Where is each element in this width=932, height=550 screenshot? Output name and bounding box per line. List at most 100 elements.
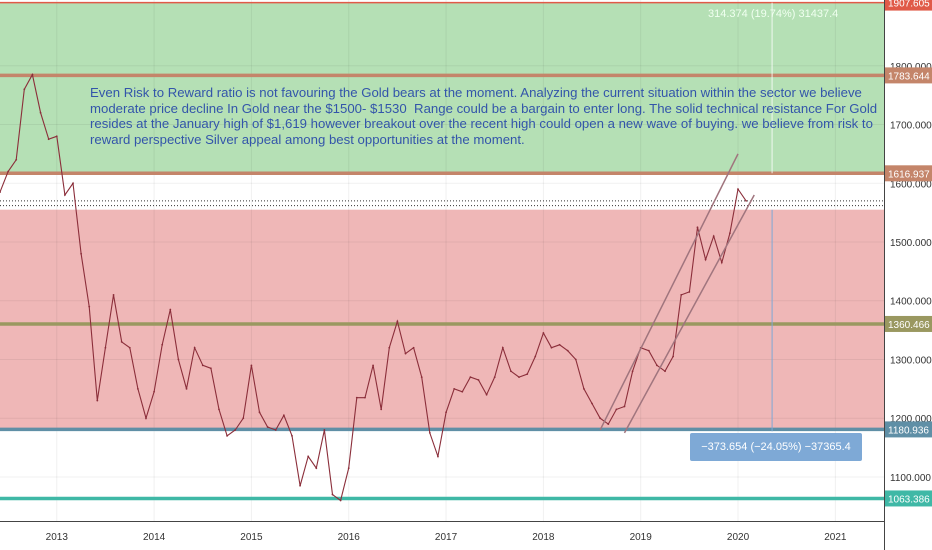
bottom-measure-label: −373.654 (−24.05%) −37365.4 bbox=[690, 433, 862, 461]
grid-layer bbox=[0, 0, 884, 521]
price-point bbox=[250, 364, 253, 367]
price-point bbox=[193, 346, 196, 349]
price-point bbox=[47, 138, 50, 141]
channel-line bbox=[623, 194, 755, 434]
price-point bbox=[591, 402, 593, 405]
channel-line bbox=[599, 153, 739, 431]
price-point bbox=[347, 467, 350, 470]
price-point bbox=[607, 423, 610, 425]
level-label-bg bbox=[885, 0, 932, 11]
x-tick-label: 2019 bbox=[630, 532, 653, 543]
price-point bbox=[688, 291, 691, 293]
y-tick-label: 1100.000 bbox=[890, 473, 931, 484]
level-label: 1616.937 bbox=[888, 169, 930, 180]
x-tick-label: 2018 bbox=[532, 532, 555, 543]
price-point bbox=[120, 340, 123, 343]
price-point bbox=[201, 364, 204, 367]
x-tick-label: 2021 bbox=[824, 532, 847, 543]
zone-reward bbox=[0, 2, 884, 174]
price-point bbox=[104, 346, 107, 349]
x-tick-label: 2013 bbox=[46, 532, 69, 543]
price-point bbox=[396, 320, 399, 323]
y-tick-label: 1200.000 bbox=[890, 414, 932, 425]
price-series-layer bbox=[0, 73, 748, 502]
level-label-bg bbox=[885, 490, 932, 507]
price-point bbox=[23, 88, 26, 91]
price-point bbox=[404, 352, 407, 355]
price-point bbox=[664, 370, 666, 373]
price-point bbox=[445, 411, 447, 414]
price-point bbox=[558, 343, 561, 346]
levels-layer bbox=[0, 1, 884, 501]
price-point bbox=[380, 408, 383, 411]
level-label: 1783.644 bbox=[888, 71, 930, 82]
price-point bbox=[218, 408, 220, 411]
level-label: 1180.936 bbox=[888, 425, 929, 436]
price-point bbox=[331, 493, 334, 496]
price-point bbox=[307, 455, 310, 458]
price-point bbox=[615, 408, 618, 411]
price-point bbox=[39, 111, 42, 114]
price-point bbox=[388, 346, 391, 349]
price-point bbox=[550, 346, 553, 349]
x-tick-label: 2020 bbox=[727, 532, 750, 543]
x-tick-label: 2016 bbox=[338, 532, 361, 543]
price-point bbox=[437, 455, 439, 458]
price-point bbox=[412, 346, 415, 349]
price-point bbox=[258, 411, 261, 414]
price-point bbox=[88, 305, 91, 308]
price-point bbox=[274, 429, 277, 431]
analysis-note: Even Risk to Reward ratio is not favouri… bbox=[90, 85, 881, 147]
price-point bbox=[242, 417, 245, 420]
price-point bbox=[266, 426, 269, 428]
price-point bbox=[745, 199, 748, 202]
price-point bbox=[226, 434, 228, 437]
price-point bbox=[291, 434, 293, 437]
price-point bbox=[185, 387, 188, 390]
zones-layer bbox=[0, 2, 884, 430]
price-point bbox=[153, 390, 155, 393]
level-label-bg bbox=[885, 165, 932, 182]
price-point bbox=[574, 358, 577, 361]
zone-risk bbox=[0, 209, 884, 430]
price-point bbox=[737, 188, 739, 191]
level-label: 1360.466 bbox=[888, 320, 930, 331]
price-point bbox=[720, 261, 723, 264]
price-point bbox=[656, 364, 658, 367]
x-tick-label: 2017 bbox=[435, 532, 458, 543]
price-point bbox=[428, 431, 431, 434]
price-point bbox=[599, 417, 602, 420]
price-point bbox=[339, 499, 342, 502]
price-point bbox=[315, 467, 318, 470]
price-point bbox=[7, 170, 10, 173]
price-point bbox=[372, 364, 374, 367]
price-point bbox=[364, 396, 366, 399]
price-point bbox=[128, 346, 131, 349]
price-point bbox=[136, 387, 139, 390]
price-point bbox=[177, 358, 180, 361]
price-point bbox=[477, 379, 480, 381]
price-point bbox=[323, 429, 326, 431]
price-point bbox=[712, 235, 715, 238]
y-tick-label: 1600.000 bbox=[890, 179, 932, 190]
price-point bbox=[680, 293, 683, 296]
price-point bbox=[493, 376, 496, 378]
price-point bbox=[729, 232, 731, 235]
y-tick-label: 1700.000 bbox=[890, 121, 932, 132]
price-point bbox=[0, 191, 1, 193]
top-measure-label: 314.374 (19.74%) 31437.4 bbox=[708, 8, 839, 20]
level-label-bg bbox=[885, 315, 932, 332]
price-point bbox=[453, 387, 456, 390]
price-point bbox=[583, 387, 585, 390]
price-point bbox=[542, 332, 545, 334]
price-point bbox=[72, 182, 74, 185]
price-point bbox=[145, 417, 147, 420]
price-point bbox=[461, 390, 464, 393]
price-point bbox=[63, 194, 66, 196]
y-tick-label: 1400.000 bbox=[890, 297, 932, 308]
level-label-bg bbox=[885, 67, 932, 84]
price-point bbox=[15, 158, 18, 161]
price-point bbox=[647, 349, 650, 352]
x-tick-label: 2014 bbox=[143, 532, 166, 543]
